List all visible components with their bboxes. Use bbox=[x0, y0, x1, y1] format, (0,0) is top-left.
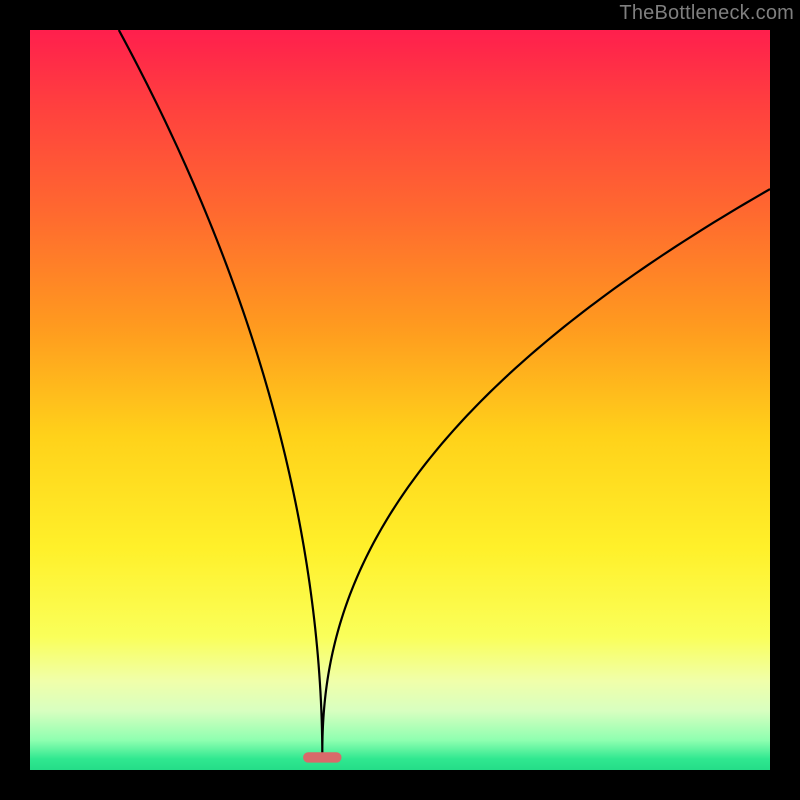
optimum-marker bbox=[303, 752, 341, 762]
plot-area bbox=[30, 30, 770, 770]
bottleneck-chart bbox=[0, 0, 800, 800]
watermark-text: TheBottleneck.com bbox=[619, 2, 794, 25]
